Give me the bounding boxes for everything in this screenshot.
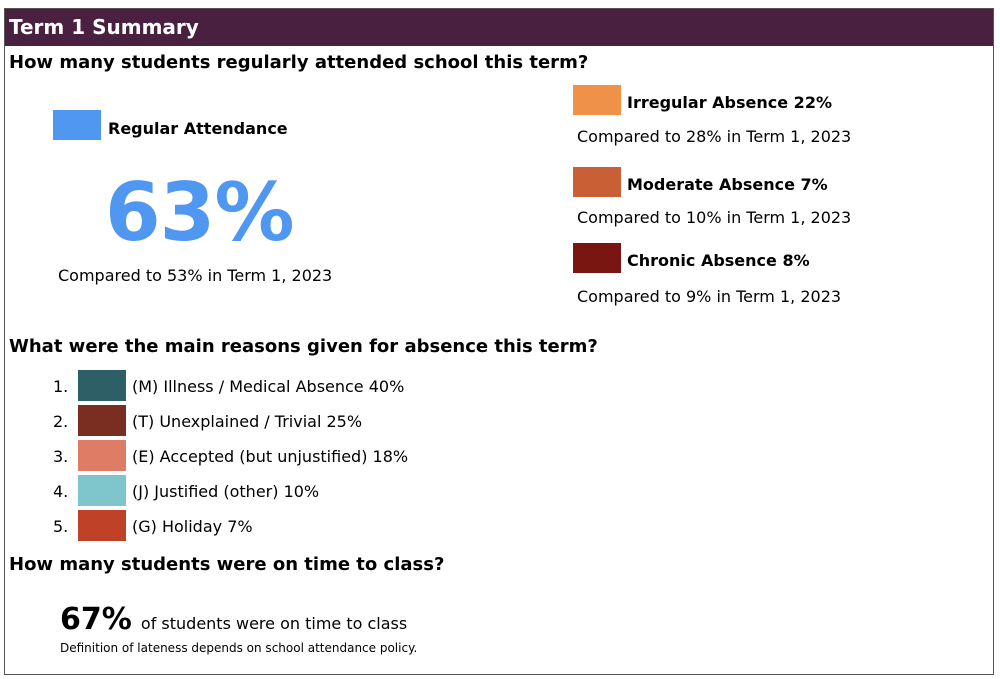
reason-number: 3.	[53, 447, 69, 466]
page-title: Term 1 Summary	[9, 15, 199, 39]
reason-label: (J) Justified (other) 10%	[132, 482, 320, 501]
reason-number: 1.	[53, 377, 69, 396]
reason-label: (G) Holiday 7%	[132, 517, 253, 536]
list-item: 4. (J) Justified (other) 10%	[5, 475, 505, 507]
reason-swatch	[78, 475, 126, 506]
reason-swatch	[78, 370, 126, 401]
irregular-absence-comparison: Compared to 28% in Term 1, 2023	[577, 127, 852, 146]
chronic-absence-label: Chronic Absence 8%	[627, 251, 810, 270]
reason-label: (M) Illness / Medical Absence 40%	[132, 377, 405, 396]
list-item: 2. (T) Unexplained / Trivial 25%	[5, 405, 505, 437]
lateness-note: Definition of lateness depends on school…	[60, 641, 418, 655]
regular-attendance-swatch	[53, 110, 101, 140]
reason-number: 2.	[53, 412, 69, 431]
chronic-absence-comparison: Compared to 9% in Term 1, 2023	[577, 287, 842, 306]
irregular-absence-label: Irregular Absence 22%	[627, 93, 832, 112]
moderate-absence-swatch	[573, 167, 621, 197]
reason-swatch	[78, 440, 126, 471]
reason-swatch	[78, 510, 126, 541]
reason-label: (T) Unexplained / Trivial 25%	[132, 412, 363, 431]
chronic-absence-swatch	[573, 243, 621, 273]
list-item: 1. (M) Illness / Medical Absence 40%	[5, 370, 505, 402]
ontime-question: How many students were on time to class?	[9, 554, 445, 575]
reason-label: (E) Accepted (but unjustified) 18%	[132, 447, 409, 466]
header-bar: Term 1 Summary	[5, 9, 993, 46]
reasons-question: What were the main reasons given for abs…	[9, 336, 598, 357]
list-item: 5. (G) Holiday 7%	[5, 510, 505, 542]
regular-attendance-percent: 63%	[105, 166, 294, 259]
ontime-percent: 67%	[60, 602, 132, 637]
reason-number: 4.	[53, 482, 69, 501]
reason-swatch	[78, 405, 126, 436]
ontime-summary: 67% of students were on time to class	[60, 602, 407, 637]
list-item: 3. (E) Accepted (but unjustified) 18%	[5, 440, 505, 472]
summary-panel: Term 1 Summary How many students regular…	[4, 8, 994, 675]
moderate-absence-comparison: Compared to 10% in Term 1, 2023	[577, 208, 852, 227]
moderate-absence-label: Moderate Absence 7%	[627, 175, 828, 194]
reason-number: 5.	[53, 517, 69, 536]
attendance-question: How many students regularly attended sch…	[9, 52, 589, 73]
ontime-text: of students were on time to class	[140, 614, 408, 633]
regular-attendance-label: Regular Attendance	[108, 119, 288, 138]
regular-attendance-comparison: Compared to 53% in Term 1, 2023	[58, 266, 333, 285]
irregular-absence-swatch	[573, 85, 621, 115]
